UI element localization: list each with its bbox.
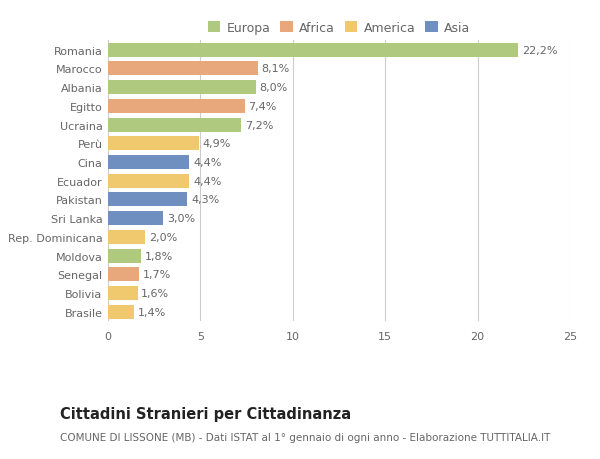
Bar — [108, 100, 245, 114]
Text: Cittadini Stranieri per Cittadinanza: Cittadini Stranieri per Cittadinanza — [60, 406, 351, 421]
Text: 4,4%: 4,4% — [193, 176, 221, 186]
Bar — [108, 44, 518, 58]
Bar — [108, 193, 187, 207]
Text: 2,0%: 2,0% — [149, 232, 177, 242]
Bar — [108, 249, 141, 263]
Bar — [108, 212, 163, 226]
Text: 7,2%: 7,2% — [245, 120, 273, 130]
Bar — [108, 62, 257, 76]
Bar — [108, 305, 134, 319]
Bar — [108, 118, 241, 132]
Text: 7,4%: 7,4% — [248, 102, 277, 112]
Text: 4,3%: 4,3% — [191, 195, 220, 205]
Bar — [108, 230, 145, 244]
Text: 4,4%: 4,4% — [193, 158, 221, 168]
Text: 1,6%: 1,6% — [141, 288, 169, 298]
Text: 3,0%: 3,0% — [167, 214, 195, 224]
Text: 1,7%: 1,7% — [143, 270, 172, 280]
Bar — [108, 137, 199, 151]
Bar — [108, 81, 256, 95]
Text: 1,8%: 1,8% — [145, 251, 173, 261]
Bar — [108, 156, 190, 170]
Text: 4,9%: 4,9% — [202, 139, 230, 149]
Bar — [108, 268, 139, 282]
Bar — [108, 174, 190, 188]
Bar — [108, 286, 137, 300]
Legend: Europa, Africa, America, Asia: Europa, Africa, America, Asia — [205, 20, 473, 38]
Text: 8,1%: 8,1% — [262, 64, 290, 74]
Text: 8,0%: 8,0% — [260, 83, 288, 93]
Text: 1,4%: 1,4% — [137, 307, 166, 317]
Text: 22,2%: 22,2% — [522, 45, 557, 56]
Text: COMUNE DI LISSONE (MB) - Dati ISTAT al 1° gennaio di ogni anno - Elaborazione TU: COMUNE DI LISSONE (MB) - Dati ISTAT al 1… — [60, 432, 550, 442]
